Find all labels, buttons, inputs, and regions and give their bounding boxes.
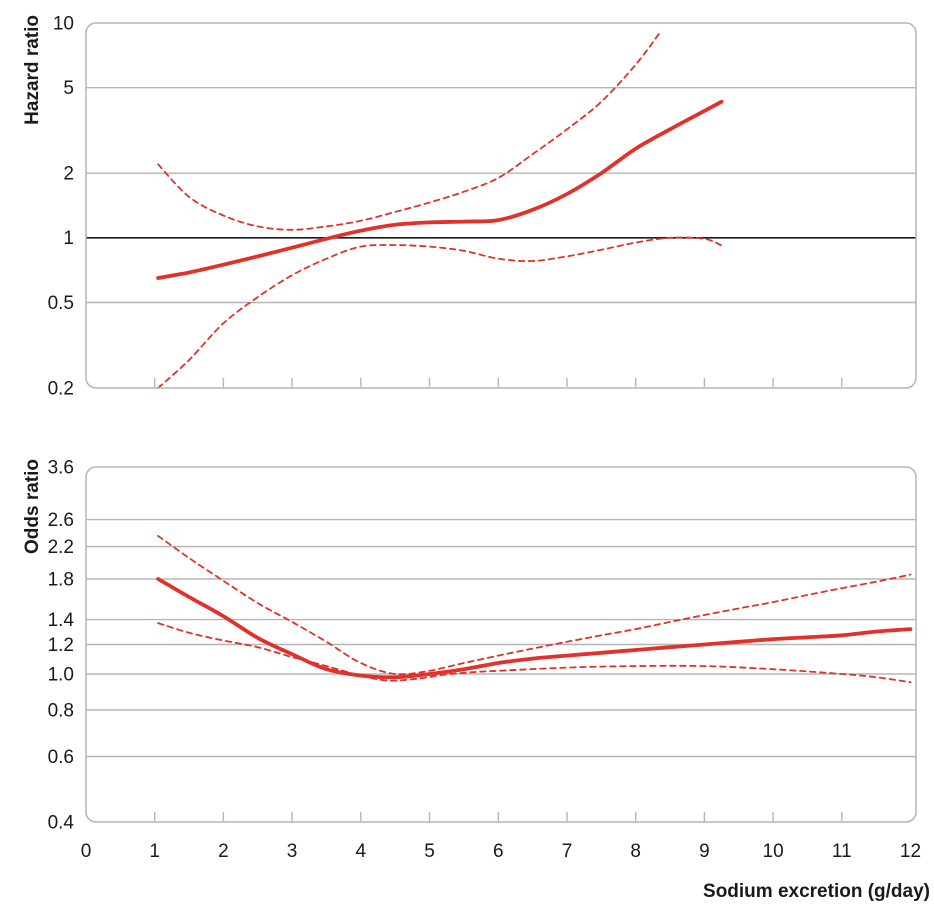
odds-ratio-y-tick-label: 1.2 <box>48 635 74 656</box>
odds-ratio-panel-border <box>85 466 917 823</box>
hazard-ratio-axis-title: Hazard ratio <box>22 15 43 125</box>
x-tick-label: 10 <box>763 841 784 862</box>
x-tick-label: 9 <box>699 841 710 862</box>
odds-ratio-axis-title: Odds ratio <box>22 459 43 554</box>
odds-ratio-y-tick-label: 0.8 <box>48 700 74 721</box>
hazard-ratio-panel: 10 5 2 1 0.5 0.2 Hazard ratio <box>22 13 917 399</box>
x-tick-label: 2 <box>218 841 229 862</box>
odds-ratio-y-tick-label: 3.6 <box>48 457 74 478</box>
odds-ratio-y-tick-label: 0.4 <box>48 812 75 833</box>
x-tick-label: 1 <box>149 841 160 862</box>
odds-ratio-estimate-line <box>156 577 913 680</box>
odds-ratio-y-tick-label: 1.4 <box>48 610 75 631</box>
hazard-ratio-y-tick-label: 1 <box>63 228 74 249</box>
odds-ratio-ci-upper-line <box>157 535 912 676</box>
x-tick-label: 6 <box>493 841 504 862</box>
odds-ratio-y-tick-label: 2.2 <box>48 537 74 558</box>
hazard-ratio-y-tick-label: 2 <box>63 163 74 184</box>
odds-ratio-ci-lower-line <box>157 622 912 684</box>
odds-ratio-y-tick-label: 1.0 <box>48 664 74 685</box>
odds-ratio-y-tick-label: 1.8 <box>48 569 74 590</box>
hazard-ratio-ci-upper-line <box>157 31 661 231</box>
hazard-ratio-y-tick-label: 10 <box>53 13 74 34</box>
odds-ratio-y-tick-label: 2.6 <box>48 510 74 531</box>
hazard-ratio-y-tick-label: 0.5 <box>48 293 74 314</box>
hazard-ratio-y-tick-label: 5 <box>63 78 74 99</box>
x-axis-title: Sodium excretion (g/day) <box>703 881 930 902</box>
x-tick-label: 4 <box>356 841 367 862</box>
odds-ratio-y-tick-label: 0.6 <box>48 747 74 768</box>
hazard-ratio-ci-lower-line <box>157 236 723 389</box>
x-tick-label: 5 <box>424 841 435 862</box>
hazard-ratio-y-tick-label: 0.2 <box>48 378 74 399</box>
x-tick-label: 11 <box>832 841 852 862</box>
hazard-ratio-panel-border <box>85 22 917 389</box>
x-tick-label: 0 <box>81 841 92 862</box>
hazard-ratio-estimate-line <box>156 99 724 280</box>
x-tick-label: 7 <box>562 841 573 862</box>
odds-ratio-panel: 3.6 2.6 2.2 1.8 1.4 1.2 1.0 0.8 0.6 0.4 Odds ratio… <box>22 457 930 902</box>
x-tick-label: 8 <box>630 841 641 862</box>
x-tick-label: 12 <box>900 841 921 862</box>
x-tick-label: 3 <box>287 841 298 862</box>
